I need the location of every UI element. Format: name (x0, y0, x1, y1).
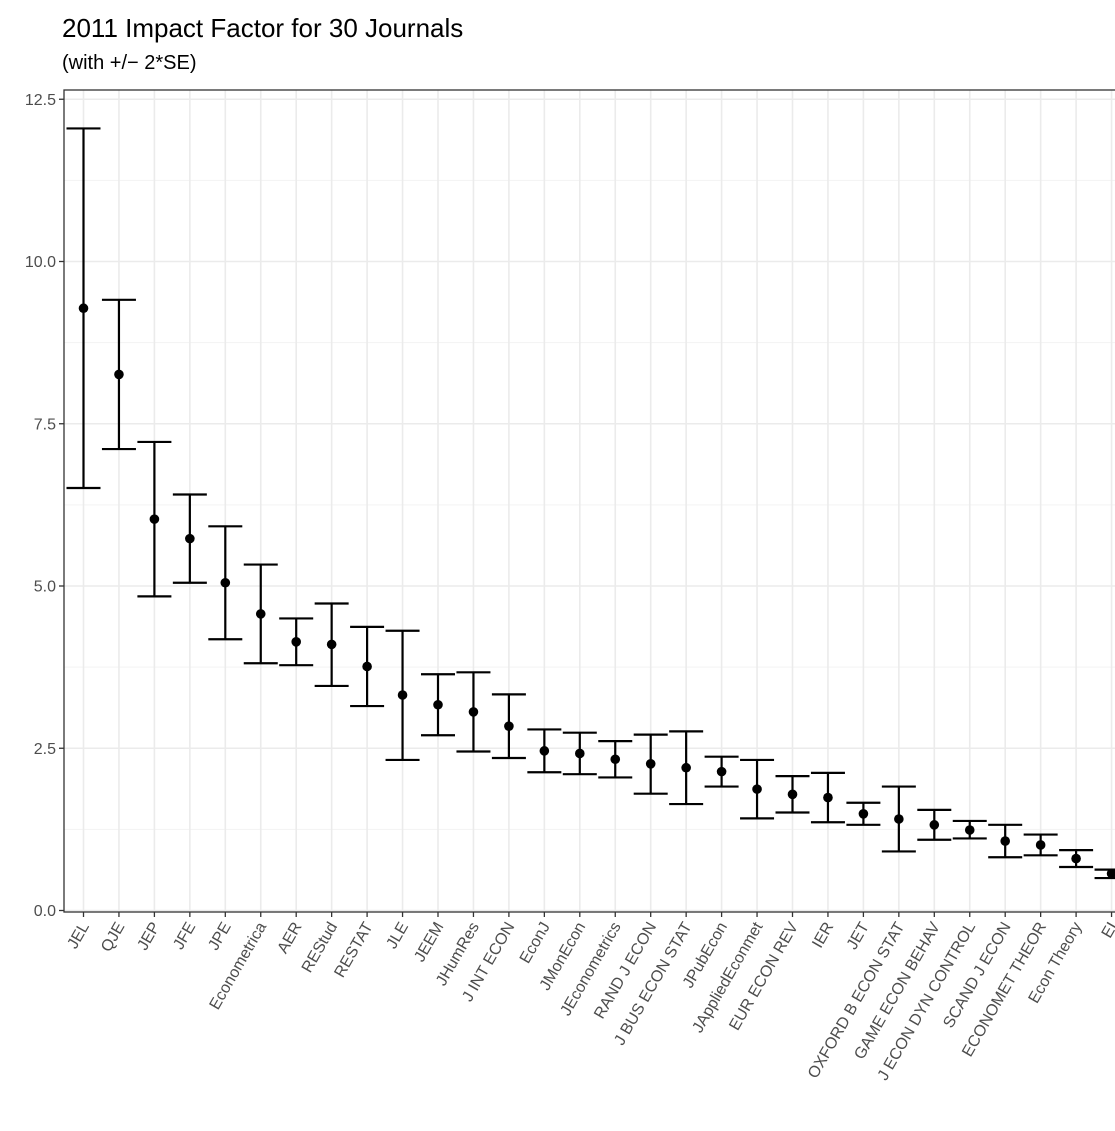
data-point-RAND J ECON (645, 759, 656, 769)
x-tick-label: JEL (64, 919, 93, 951)
x-tick-label: JFE (170, 920, 199, 953)
data-point-Econometrica (255, 609, 266, 619)
data-point-JHumRes (468, 707, 479, 717)
data-point-J ECON DYN CONTROL (964, 825, 975, 835)
chart-subtitle: (with +/− 2*SE) (62, 52, 197, 74)
data-point-SCAND J ECON (1000, 836, 1010, 846)
data-point-J BUS ECON STAT (681, 762, 691, 773)
data-point-JEL (78, 303, 89, 314)
x-tick-label: QJE (98, 920, 128, 955)
data-point-JPE (220, 577, 231, 588)
data-point-JLE (397, 690, 408, 700)
data-point-REStud (326, 639, 337, 650)
data-point-JMonEcon (575, 748, 585, 759)
x-tick-label: EconJ (517, 920, 554, 967)
y-tick-label: 5.0 (34, 579, 56, 596)
y-tick-label: 10.0 (25, 254, 56, 271)
data-point-JEconometrics (610, 754, 621, 765)
x-tick-label: AER (274, 920, 305, 957)
data-point-OXFORD B ECON STAT (894, 814, 904, 824)
x-tick-label: JPE (205, 920, 234, 954)
data-point-EconJ (539, 746, 550, 756)
chart-title: 2011 Impact Factor for 30 Journals (62, 13, 464, 43)
data-point-QJE (114, 369, 124, 380)
y-tick-label: 7.5 (34, 416, 56, 433)
data-point-JFE (185, 533, 195, 544)
data-point-JEEM (433, 699, 443, 710)
x-tick-label: JLE (384, 920, 413, 952)
x-tick-label: JEP (134, 920, 163, 954)
x-tick-label: IER (809, 920, 837, 952)
grid-lines (64, 90, 1115, 912)
y-tick-label: 0.0 (34, 903, 56, 920)
data-point-ECONOMET THEOR (1035, 840, 1046, 850)
error-bar-marks (66, 127, 1115, 880)
data-point-JPubEcon (716, 766, 727, 777)
data-point-GAME ECON BEHAV (929, 820, 940, 830)
data-point-JET (858, 808, 869, 819)
data-point-EI (1106, 868, 1115, 879)
x-tick-label: EI (1099, 920, 1115, 942)
x-tick-label: JET (844, 919, 873, 952)
y-tick-label: 2.5 (34, 741, 56, 758)
data-point-JEP (149, 514, 160, 524)
data-point-J INT ECON (504, 721, 514, 731)
data-point-Econ Theory (1071, 853, 1081, 864)
panel-border (63, 89, 1115, 913)
data-point-EUR ECON REV (787, 789, 798, 800)
x-tick-label: JEEM (411, 920, 447, 965)
y-tick-label: 12.5 (25, 92, 56, 109)
data-point-AER (291, 637, 302, 647)
data-point-IER (823, 792, 833, 803)
data-point-RESTAT (362, 661, 372, 672)
data-point-JAppliedEconmet (752, 784, 762, 794)
